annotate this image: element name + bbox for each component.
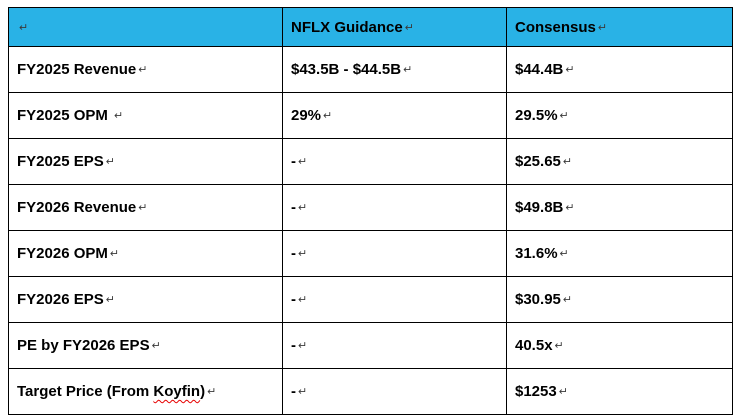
header-label: NFLX Guidance [291, 18, 403, 36]
line-break-mark: ↵ [559, 248, 569, 260]
row-label-prefix: Target Price (From [17, 383, 154, 400]
row-label-cell[interactable]: FY2025 Revenue ↵ [8, 46, 283, 93]
consensus-cell[interactable]: $49.8B ↵ [506, 184, 733, 231]
line-break-mark: ↵ [298, 248, 308, 260]
line-break-mark: ↵ [597, 21, 608, 34]
header-cell-nflx-guidance[interactable]: NFLX Guidance ↵ [282, 7, 507, 47]
row-label-cell[interactable]: FY2026 Revenue ↵ [8, 184, 283, 231]
misspelled-word: Koyfin [153, 383, 201, 400]
line-break-mark: ↵ [109, 248, 120, 260]
row-label-cell[interactable]: Target Price (From Koyfin) ↵ [8, 368, 283, 415]
header-label: Consensus [515, 18, 596, 36]
row-label-cell[interactable]: PE by FY2026 EPS ↵ [8, 322, 283, 369]
line-break-mark: ↵ [558, 386, 568, 398]
consensus-cell[interactable]: 40.5x ↵ [506, 322, 733, 369]
table-row-fy2026-eps: FY2026 EPS ↵ - ↵ $30.95 ↵ [8, 276, 733, 323]
row-label: FY2026 Revenue [17, 199, 137, 216]
line-break-mark: ↵ [298, 386, 308, 398]
line-break-mark: ↵ [323, 110, 333, 122]
guidance-cell[interactable]: - ↵ [282, 368, 507, 415]
consensus-cell[interactable]: $1253 ↵ [506, 368, 733, 415]
header-cell-consensus[interactable]: Consensus ↵ [506, 7, 733, 47]
consensus-value: $30.95 [515, 291, 561, 308]
line-break-mark: ↵ [559, 110, 569, 122]
header-cell-empty[interactable]: ↵ [8, 7, 283, 47]
line-break-mark: ↵ [19, 21, 29, 34]
consensus-value: 40.5x [515, 337, 553, 354]
line-break-mark: ↵ [565, 202, 575, 214]
line-break-mark: ↵ [298, 294, 308, 306]
line-break-mark: ↵ [105, 156, 115, 168]
table-row-target-price: Target Price (From Koyfin) ↵ - ↵ $1253 ↵ [8, 368, 733, 415]
row-label-cell[interactable]: FY2026 OPM ↵ [8, 230, 283, 277]
row-label-cell[interactable]: FY2025 OPM ↵ [8, 92, 283, 139]
consensus-value: $1253 [515, 383, 557, 400]
table-row-fy2025-eps: FY2025 EPS ↵ - ↵ $25.65 ↵ [8, 138, 733, 185]
guidance-cell[interactable]: $43.5B - $44.5B ↵ [282, 46, 507, 93]
line-break-mark: ↵ [404, 21, 414, 34]
line-break-mark: ↵ [151, 340, 161, 352]
consensus-cell[interactable]: $25.65 ↵ [506, 138, 733, 185]
table-header-row: ↵ NFLX Guidance ↵ Consensus ↵ [8, 7, 733, 47]
row-label-cell[interactable]: FY2025 EPS ↵ [8, 138, 283, 185]
table-row-fy2026-revenue: FY2026 Revenue ↵ - ↵ $49.8B ↵ [8, 184, 733, 231]
guidance-value: - [291, 199, 296, 216]
line-break-mark: ↵ [298, 156, 308, 168]
line-break-mark: ↵ [562, 156, 573, 168]
consensus-cell[interactable]: 29.5% ↵ [506, 92, 733, 139]
table-row-fy2025-opm: FY2025 OPM ↵ 29% ↵ 29.5% ↵ [8, 92, 733, 139]
line-break-mark: ↵ [207, 386, 217, 398]
consensus-value: $44.4B [515, 61, 564, 78]
row-label-cell[interactable]: FY2026 EPS ↵ [8, 276, 283, 323]
guidance-value: - [291, 291, 296, 308]
guidance-cell[interactable]: - ↵ [282, 230, 507, 277]
line-break-mark: ↵ [562, 294, 573, 306]
consensus-cell[interactable]: $30.95 ↵ [506, 276, 733, 323]
row-label-suffix: ) [200, 383, 206, 400]
guidance-cell[interactable]: - ↵ [282, 138, 507, 185]
line-break-mark: ↵ [105, 294, 115, 306]
consensus-value: 31.6% [515, 245, 558, 262]
consensus-cell[interactable]: 31.6% ↵ [506, 230, 733, 277]
guidance-value: - [291, 337, 296, 354]
consensus-value: $49.8B [515, 199, 564, 216]
line-break-mark: ↵ [298, 202, 308, 214]
guidance-cell[interactable]: - ↵ [282, 184, 507, 231]
row-label: PE by FY2026 EPS [17, 337, 150, 354]
row-label: FY2025 OPM [17, 107, 113, 124]
line-break-mark: ↵ [554, 340, 564, 352]
consensus-value: 29.5% [515, 107, 558, 124]
line-break-mark: ↵ [565, 64, 575, 76]
guidance-consensus-table: ↵ NFLX Guidance ↵ Consensus ↵ FY2025 Reven… [8, 7, 733, 415]
line-break-mark: ↵ [403, 64, 413, 76]
guidance-cell[interactable]: - ↵ [282, 322, 507, 369]
guidance-cell[interactable]: 29% ↵ [282, 92, 507, 139]
guidance-value: - [291, 153, 296, 170]
line-break-mark: ↵ [114, 110, 124, 122]
row-label: FY2025 EPS [17, 153, 104, 170]
guidance-value: - [291, 383, 296, 400]
guidance-value: 29% [291, 107, 322, 124]
table-row-fy2025-revenue: FY2025 Revenue ↵ $43.5B - $44.5B ↵ $44.4B ↵ [8, 46, 733, 93]
consensus-cell[interactable]: $44.4B ↵ [506, 46, 733, 93]
row-label: FY2026 OPM [17, 245, 108, 262]
row-label: FY2026 EPS [17, 291, 104, 308]
row-label: FY2025 Revenue [17, 61, 137, 78]
line-break-mark: ↵ [138, 202, 148, 214]
line-break-mark: ↵ [298, 340, 308, 352]
table-row-pe-fy2026-eps: PE by FY2026 EPS ↵ - ↵ 40.5x ↵ [8, 322, 733, 369]
guidance-value: $43.5B - $44.5B [291, 61, 402, 78]
line-break-mark: ↵ [138, 64, 148, 76]
table-row-fy2026-opm: FY2026 OPM ↵ - ↵ 31.6% ↵ [8, 230, 733, 277]
guidance-cell[interactable]: - ↵ [282, 276, 507, 323]
guidance-value: - [291, 245, 296, 262]
consensus-value: $25.65 [515, 153, 561, 170]
